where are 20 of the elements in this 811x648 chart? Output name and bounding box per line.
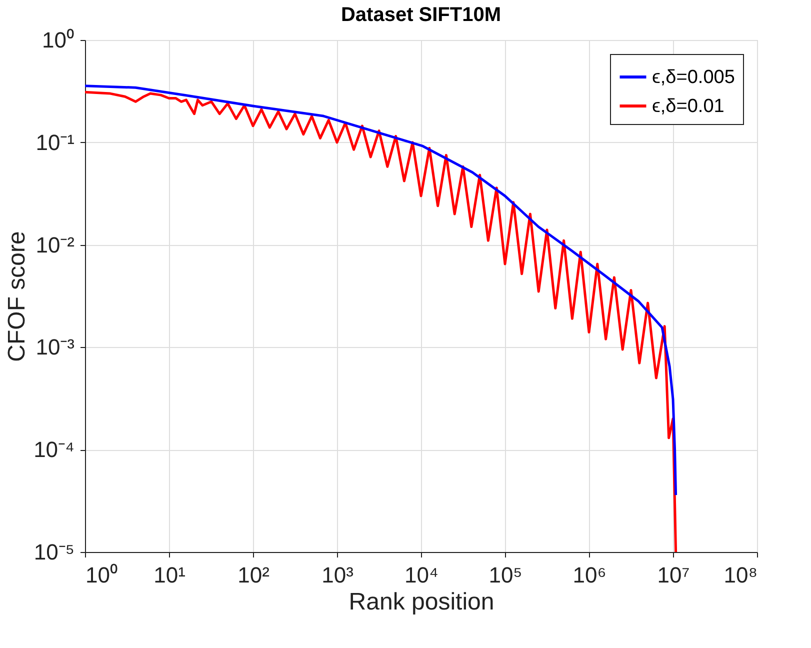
- y-tick-label: 10⁻³: [36, 334, 74, 360]
- y-tick-label: 10⁻⁴: [34, 437, 74, 462]
- y-tick-label: 10⁻⁵: [34, 540, 74, 564]
- x-axis-title: Rank position: [348, 588, 494, 616]
- y-tick-label: 10⁰: [42, 28, 74, 52]
- x-tick-label: 10⁶: [572, 562, 606, 588]
- x-tick-label: 10⁷: [657, 562, 690, 588]
- x-tick-label: 10⁵: [488, 562, 522, 588]
- legend-label: ϵ,δ=0.005: [652, 67, 735, 88]
- x-tick-label: 10¹: [154, 562, 186, 588]
- chart-title: Dataset SIFT10M: [340, 4, 502, 26]
- x-tick-label: 10²: [238, 562, 270, 588]
- x-tick-label: 10⁸: [724, 562, 758, 588]
- x-tick-label: 10³: [322, 562, 354, 588]
- legend-label: ϵ,δ=0.01: [652, 96, 724, 117]
- y-tick-label: 10⁻¹: [36, 130, 74, 155]
- x-tick-label: 10⁴: [404, 562, 438, 588]
- x-tick-label: 10⁰: [86, 562, 118, 588]
- y-axis-title: CFOF score: [4, 231, 31, 362]
- y-tick-label: 10⁻²: [36, 232, 74, 258]
